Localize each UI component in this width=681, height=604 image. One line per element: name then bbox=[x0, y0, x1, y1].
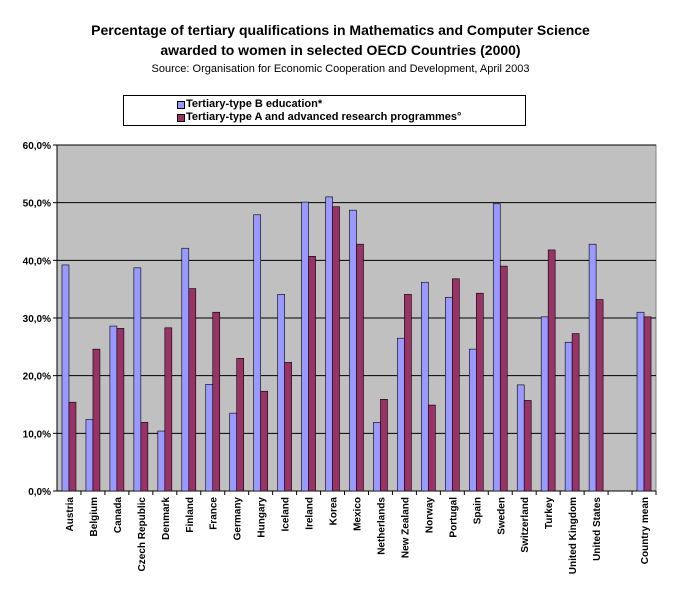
y-tick-label: 20,0% bbox=[23, 372, 51, 383]
bar-type-a bbox=[212, 311, 221, 492]
legend-label-series-1: Tertiary-type B education* bbox=[186, 98, 323, 110]
bar-type-a bbox=[523, 400, 532, 492]
bar-type-b bbox=[277, 294, 285, 492]
legend-item-series-2: Tertiary-type A and advanced research pr… bbox=[177, 111, 462, 123]
bar-type-b bbox=[301, 201, 309, 492]
x-tick-label: Canada bbox=[113, 497, 124, 534]
bar-type-b bbox=[588, 243, 597, 492]
bar-type-a bbox=[140, 422, 149, 492]
bar-type-a bbox=[260, 390, 268, 492]
bar-type-b bbox=[397, 337, 405, 492]
x-tick-label: Ireland bbox=[305, 497, 316, 530]
bar-type-b bbox=[516, 384, 525, 492]
bar-type-b bbox=[133, 267, 142, 492]
bar-type-b bbox=[445, 296, 453, 492]
bar-type-a bbox=[284, 362, 292, 492]
y-tick-label: 40,0% bbox=[23, 256, 51, 267]
bar-type-a bbox=[380, 399, 388, 492]
x-tick-label: United Kingdom bbox=[568, 497, 579, 574]
bar-type-a bbox=[236, 358, 244, 492]
x-tick-label: Denmark bbox=[161, 497, 172, 540]
legend: Tertiary-type B education* Tertiary-type… bbox=[123, 95, 526, 126]
bar-type-b bbox=[564, 341, 573, 492]
bar-type-b bbox=[157, 430, 166, 492]
x-tick-label: Country mean bbox=[640, 497, 651, 564]
bar-type-a bbox=[499, 265, 508, 492]
y-tick-label: 50,0% bbox=[23, 199, 51, 210]
x-tick-label: Sweden bbox=[496, 497, 507, 535]
x-tick-label: Norway bbox=[424, 497, 435, 534]
bar-type-b bbox=[349, 209, 357, 492]
bar-type-b bbox=[61, 264, 70, 492]
legend-label-series-2: Tertiary-type A and advanced research pr… bbox=[186, 111, 462, 123]
legend-swatch-series-1 bbox=[177, 101, 185, 109]
bar-type-a bbox=[595, 299, 604, 492]
bar-type-a bbox=[356, 243, 364, 492]
bar-type-b bbox=[325, 196, 333, 492]
x-tick-label: United States bbox=[592, 497, 603, 561]
bar-type-a bbox=[308, 255, 316, 492]
legend-swatch-series-2 bbox=[177, 114, 185, 122]
chart-subtitle: Source: Organisation for Economic Cooper… bbox=[151, 63, 530, 75]
bar-type-b bbox=[181, 247, 190, 492]
x-tick-label: Turkey bbox=[544, 497, 555, 529]
legend-item-series-1: Tertiary-type B education* bbox=[177, 98, 323, 110]
bar-type-b bbox=[205, 384, 214, 492]
bar-type-a bbox=[547, 249, 556, 492]
y-tick-label: 0,0% bbox=[28, 487, 51, 498]
x-tick-label: Switzerland bbox=[520, 497, 531, 553]
bar-type-a bbox=[92, 348, 101, 492]
bar-type-a bbox=[332, 206, 340, 492]
chart-title-line-1: Percentage of tertiary qualifications in… bbox=[91, 22, 590, 38]
x-tick-label: Iceland bbox=[281, 497, 292, 531]
bar-type-a bbox=[428, 404, 436, 492]
bar-type-a bbox=[164, 327, 173, 492]
x-tick-label: Hungary bbox=[257, 497, 268, 538]
bar-type-a bbox=[404, 294, 412, 492]
chart-title-line-2: awarded to women in selected OECD Countr… bbox=[160, 42, 521, 58]
x-tick-label: New Zealand bbox=[400, 497, 411, 558]
bar-type-b bbox=[253, 214, 261, 492]
x-tick-label: Belgium bbox=[89, 497, 100, 537]
x-tick-label: Austria bbox=[65, 497, 76, 532]
bar-type-b bbox=[540, 316, 549, 492]
y-tick-label: 30,0% bbox=[23, 314, 51, 325]
x-tick-label: Mexico bbox=[353, 497, 364, 531]
bar-type-b bbox=[373, 422, 381, 492]
x-tick-label: Netherlands bbox=[376, 497, 387, 555]
bar-type-b bbox=[85, 419, 94, 492]
x-tick-label: Czech Republic bbox=[137, 497, 148, 572]
bar-type-b bbox=[421, 281, 429, 492]
y-tick-label: 10,0% bbox=[23, 429, 51, 440]
bar-type-a bbox=[68, 401, 77, 492]
x-tick-label: Korea bbox=[329, 497, 340, 526]
x-tick-label: France bbox=[209, 497, 220, 530]
bar-type-b bbox=[109, 325, 118, 492]
bar-type-b bbox=[229, 412, 237, 492]
x-tick-label: Spain bbox=[472, 497, 483, 524]
bar-type-a bbox=[475, 292, 484, 492]
bar-type-b bbox=[636, 311, 645, 492]
x-tick-label: Germany bbox=[233, 497, 244, 541]
bar-type-b bbox=[492, 203, 501, 492]
x-tick-label: Portugal bbox=[448, 497, 459, 538]
bar-type-a bbox=[188, 288, 197, 492]
bar-type-a bbox=[571, 333, 580, 492]
y-tick-label: 60,0% bbox=[23, 141, 51, 152]
bar-type-a bbox=[116, 328, 125, 492]
bar-type-a bbox=[643, 316, 652, 492]
bar-type-b bbox=[468, 348, 477, 492]
x-tick-label: Finland bbox=[185, 497, 196, 533]
bar-type-a bbox=[452, 278, 460, 492]
